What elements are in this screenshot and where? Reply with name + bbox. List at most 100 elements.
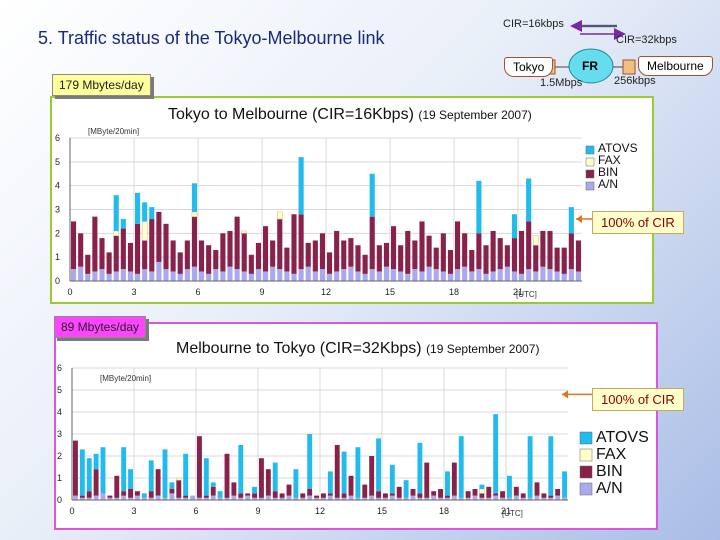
- chart2-bar-an: [458, 497, 464, 500]
- chart1-bar-an: [170, 271, 176, 281]
- chart1-bar-an: [263, 271, 269, 281]
- chart1-bar-an: [106, 273, 112, 281]
- chart1-bar-bin: [547, 230, 553, 270]
- chart2-bar-an: [245, 495, 251, 500]
- chart2-bar-bin: [520, 493, 526, 498]
- chart2-bar-bin: [500, 491, 505, 498]
- chart1-bar-bin: [412, 240, 418, 270]
- chart2-bar-an: [217, 497, 223, 500]
- chart2-bar-an: [417, 497, 423, 500]
- chart2-bar-bin: [548, 495, 554, 498]
- chart1-title: Tokyo to Melbourne (CIR=16Kbps) (19 Sept…: [168, 106, 532, 124]
- chart1-bar-an: [398, 271, 404, 281]
- chart1-bar-an: [78, 266, 84, 281]
- chart2-bar-an: [410, 495, 416, 500]
- chart2-ytick-label: 6: [57, 363, 62, 373]
- chart2-bar-an: [355, 497, 361, 500]
- chart1-xtick-label: 3: [131, 287, 136, 297]
- chart1-bar-an: [327, 273, 333, 281]
- chart1-bar-bin: [519, 230, 525, 274]
- chart2-bar-an: [389, 495, 395, 500]
- chart2-bar-an: [148, 497, 154, 500]
- chart1-bar-bin: [270, 240, 276, 267]
- chart2-ytick-label: 5: [57, 385, 62, 395]
- chart1-legend-label-an: A/N: [598, 177, 618, 191]
- chart1-bar-bin: [255, 242, 261, 270]
- chart1-bar-bin: [85, 254, 91, 274]
- chart1-bar-an: [426, 266, 432, 281]
- chart2-legend-label-atovs: ATOVS: [596, 429, 649, 446]
- chart1-bar-bin: [369, 216, 375, 270]
- chart1-bar-bin: [462, 233, 468, 267]
- chart1-bar-bin: [120, 228, 126, 270]
- chart2-bar-an: [265, 495, 271, 500]
- chart2-bar-bin: [121, 491, 127, 496]
- chart2-bar-atovs: [507, 475, 512, 498]
- chart2-bar-an: [252, 497, 257, 500]
- chart1-bar-an: [291, 273, 297, 281]
- chart2-bar-an: [369, 495, 375, 500]
- chart1-bar-an: [504, 266, 510, 281]
- chart2-xtick-label: 3: [131, 506, 136, 516]
- chart1-bar-an: [355, 271, 361, 281]
- cir-32-label: CIR=32kbps: [616, 34, 677, 46]
- chart2-bar-fax: [479, 488, 485, 494]
- chart2-bar-bin: [286, 484, 292, 496]
- chart1-bar-bin: [568, 233, 574, 270]
- chart1-bar-an: [142, 269, 148, 281]
- chart1-bar-fax: [141, 221, 148, 241]
- chart2-bar-an: [451, 495, 457, 500]
- chart1-bar-an: [220, 271, 226, 281]
- chart1-bar-atovs: [568, 207, 574, 234]
- cir-16-label: CIR=16kbps: [503, 18, 564, 30]
- chart1-bar-bin: [405, 230, 411, 274]
- chart1-bar-bin: [277, 219, 283, 270]
- chart2-bar-an: [341, 497, 347, 500]
- chart1-legend-label-atovs: ATOVS: [598, 141, 638, 155]
- chart1-subtitle: (19 September 2007): [418, 108, 532, 122]
- chart1-bar-bin: [355, 245, 361, 272]
- chart2-bar-atovs: [252, 486, 257, 494]
- chart1-bar-bin: [483, 245, 489, 274]
- chart2-bar-atovs: [376, 438, 381, 492]
- chart2-bar-an: [107, 497, 113, 500]
- chart2-bar-an: [259, 497, 264, 500]
- chart2-bar-atovs: [238, 445, 244, 494]
- chart1-bar-bin: [220, 233, 226, 272]
- chart1-bar-an: [497, 269, 503, 281]
- chart2-bar-an: [203, 497, 209, 500]
- chart2-ytick-label: 1: [57, 473, 62, 483]
- chart1-bar-bin: [213, 250, 219, 270]
- chart2-bar-an: [513, 495, 519, 500]
- network-diagram-svg: [542, 20, 636, 84]
- chart1-bar-bin: [241, 233, 247, 272]
- chart1-bar-bin: [106, 252, 112, 274]
- chart1-bar-an: [554, 271, 560, 281]
- chart1-xtick-label: 12: [321, 287, 331, 297]
- chart2-bar-bin: [279, 493, 285, 498]
- chart1-bar-an: [341, 269, 347, 281]
- chart2-bar-bin: [369, 456, 375, 496]
- chart1-bar-atovs: [191, 183, 197, 212]
- chart1-xtick-label: 18: [449, 287, 459, 297]
- chart1-ytick-label: 3: [55, 205, 60, 215]
- chart1-bar-fax: [191, 211, 198, 217]
- chart2-bar-bin: [362, 484, 368, 498]
- chart2-bar-atovs: [128, 469, 133, 489]
- chart2-bar-an: [348, 495, 354, 500]
- chart2-bar-bin: [376, 491, 381, 498]
- chart1-xtick-label: 9: [259, 287, 264, 297]
- chart1-bar-bin: [398, 245, 404, 272]
- chart1-legend-swatch-fax: [585, 157, 595, 167]
- chart2-bar-an: [438, 497, 443, 500]
- chart1-bar-atovs: [120, 219, 126, 229]
- chart1-bar-an: [433, 269, 439, 281]
- chart1-ytick-label: 1: [55, 252, 60, 262]
- chart1-bar-an: [199, 271, 205, 281]
- chart1-bar-bin: [469, 250, 475, 272]
- chart1-bar-an: [241, 271, 247, 281]
- chart1-bar-bin: [319, 233, 325, 270]
- chart1-bar-atovs: [511, 214, 517, 239]
- chart1-bar-an: [213, 269, 219, 281]
- chart1-legend-swatch-an: [585, 181, 595, 191]
